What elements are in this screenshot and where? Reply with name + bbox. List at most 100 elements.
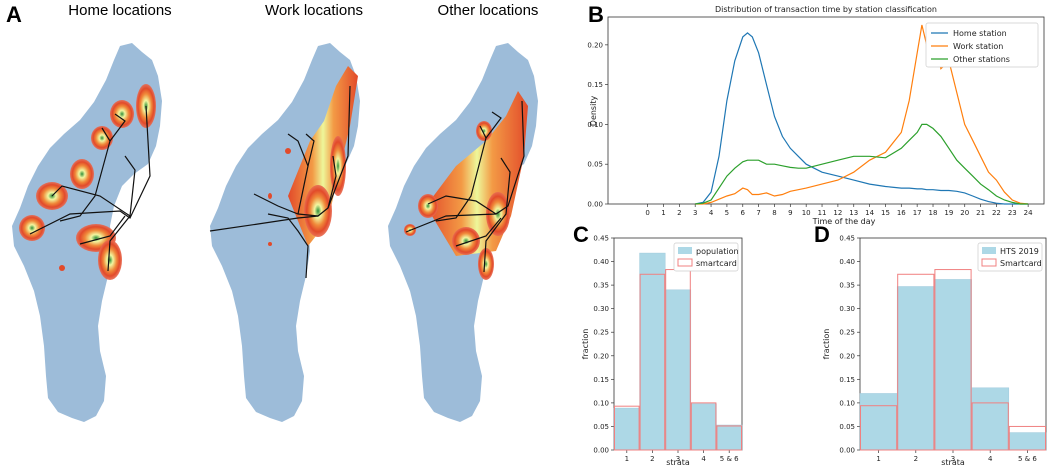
line-chart-title: Distribution of transaction time by stat… [715, 5, 937, 14]
bar-chart-c-bars [613, 252, 743, 451]
panel-label-c: C [573, 222, 589, 247]
x-tick-label: 5 & 6 [720, 455, 739, 463]
x-tick-label: 4 [701, 455, 706, 463]
y-tick-label: 0.30 [593, 305, 609, 313]
map-other [388, 43, 538, 422]
home-transit-lines [29, 105, 151, 272]
x-tick-label: 3 [951, 455, 955, 463]
bar-chart-c-xlabel: strata [666, 458, 690, 467]
bar-chart-d-yticks: 0.00 0.05 0.10 0.15 0.20 0.25 0.30 0.35 0.40 0.45 [839, 235, 860, 455]
line-chart-xlabel: Time of the day [812, 217, 876, 226]
bar-outline [639, 273, 666, 451]
bar-filled [1008, 432, 1047, 451]
legend-label: population [696, 247, 739, 256]
legend-label: smartcard [696, 259, 737, 268]
y-tick-label: 0.35 [839, 282, 855, 290]
map-work [209, 43, 360, 422]
series-line-0 [695, 32, 1029, 205]
x-tick-label: 17 [913, 209, 922, 217]
y-tick-label: 0.10 [587, 121, 603, 129]
series-line-1 [695, 24, 1029, 205]
x-tick-label: 1 [661, 209, 665, 217]
y-tick-label: 0.15 [587, 81, 603, 89]
x-tick-label: 4 [988, 455, 993, 463]
bar-outline [971, 402, 1009, 451]
y-tick-label: 0.25 [593, 329, 609, 337]
legend-swatch [981, 258, 997, 267]
x-tick-label: 14 [865, 209, 874, 217]
map-title-home: Home locations [68, 2, 172, 19]
y-tick-label: 0.15 [593, 376, 609, 384]
x-tick-label: 5 [725, 209, 729, 217]
bar-chart-c-legend: population smartcard [673, 242, 739, 272]
bar-outline [690, 402, 717, 451]
x-tick-label: 21 [976, 209, 985, 217]
home-heat [19, 84, 156, 280]
y-tick-label: 0.15 [839, 376, 855, 384]
y-tick-label: 0.00 [839, 447, 855, 455]
y-tick-label: 0.20 [587, 41, 603, 49]
y-tick-label: 0.30 [839, 305, 855, 313]
y-tick-label: 0.40 [593, 258, 609, 266]
bar-filled [971, 387, 1010, 451]
bar-filled [859, 393, 898, 451]
x-tick-label: 20 [960, 209, 969, 217]
y-tick-label: 0.25 [839, 329, 855, 337]
x-tick-label: 4 [709, 209, 714, 217]
y-tick-label: 0.05 [587, 161, 603, 169]
legend-box [925, 22, 1039, 68]
bar-outline [934, 269, 972, 451]
x-tick-label: 23 [1008, 209, 1017, 217]
x-tick-label: 1 [625, 455, 629, 463]
x-tick-label: 12 [833, 209, 842, 217]
legend-label: HTS 2019 [1000, 247, 1039, 256]
bar-chart-d-ylabel: fraction [822, 329, 831, 360]
x-tick-label: 3 [676, 455, 680, 463]
work-heat [268, 66, 358, 246]
x-tick-label: 19 [944, 209, 953, 217]
bar-outline [897, 273, 935, 451]
bar-chart-c-yticks: 0.00 0.05 0.10 0.15 0.20 0.25 0.30 0.35 0.40 0.45 [593, 235, 614, 455]
legend-swatch [678, 247, 692, 254]
bar-filled [664, 289, 692, 451]
y-tick-label: 0.10 [593, 399, 609, 407]
bar-outline [614, 405, 640, 451]
y-tick-label: 0.05 [593, 423, 609, 431]
x-tick-label: 8 [772, 209, 776, 217]
x-tick-label: 3 [693, 209, 697, 217]
series-line-2 [695, 123, 1029, 205]
bar-outline [716, 425, 743, 451]
x-tick-label: 13 [849, 209, 858, 217]
x-tick-label: 22 [992, 209, 1001, 217]
y-tick-label: 0.00 [593, 447, 609, 455]
y-tick-label: 0.20 [839, 352, 855, 360]
line-chart-legend: Home station Work station Other stations [925, 22, 1039, 68]
y-tick-label: 0.40 [839, 258, 855, 266]
x-tick-label: 2 [677, 209, 681, 217]
legend-label: Work station [953, 42, 1003, 51]
y-tick-label: 0.05 [839, 423, 855, 431]
line-chart-yticks: 0.00 0.05 0.10 0.15 0.20 [587, 41, 608, 209]
x-tick-label: 7 [756, 209, 760, 217]
x-tick-label: 16 [897, 209, 906, 217]
bar-outline [860, 405, 898, 451]
x-tick-label: 2 [914, 455, 918, 463]
work-transit-lines [209, 85, 351, 279]
panel-label-a: A [6, 2, 22, 27]
bar-chart-d-xticks: 1 2 3 4 5 & 6 [876, 450, 1037, 463]
x-tick-label: 6 [741, 209, 746, 217]
bar-filled [934, 279, 972, 451]
bar-chart-d-bars [859, 269, 1047, 451]
x-tick-label: 24 [1024, 209, 1033, 217]
y-tick-label: 0.20 [593, 352, 609, 360]
bar-outline [1008, 425, 1046, 451]
legend-label: Home station [953, 29, 1007, 38]
legend-swatch [677, 258, 693, 267]
bar-filled [690, 403, 717, 451]
bar-chart-c-xticks: 1 2 3 4 5 & 6 [625, 450, 739, 463]
bar-chart-d-xlabel: strata [941, 458, 965, 467]
other-transit-lines [405, 100, 525, 273]
